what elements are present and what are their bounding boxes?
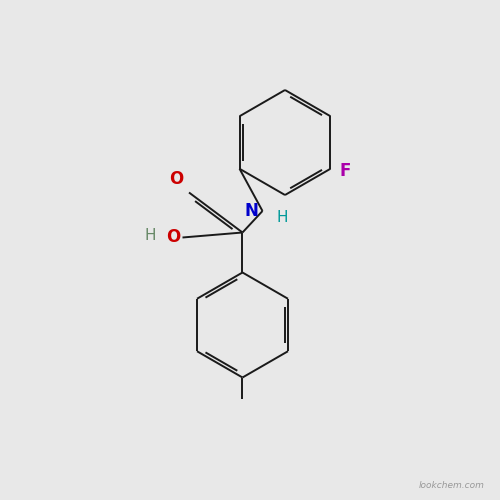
Text: H: H [145,228,156,242]
Text: O: O [166,228,180,246]
Text: N: N [244,202,258,220]
Text: O: O [168,170,183,188]
Text: lookchem.com: lookchem.com [419,481,485,490]
Text: H: H [276,210,288,224]
Text: F: F [340,162,351,180]
